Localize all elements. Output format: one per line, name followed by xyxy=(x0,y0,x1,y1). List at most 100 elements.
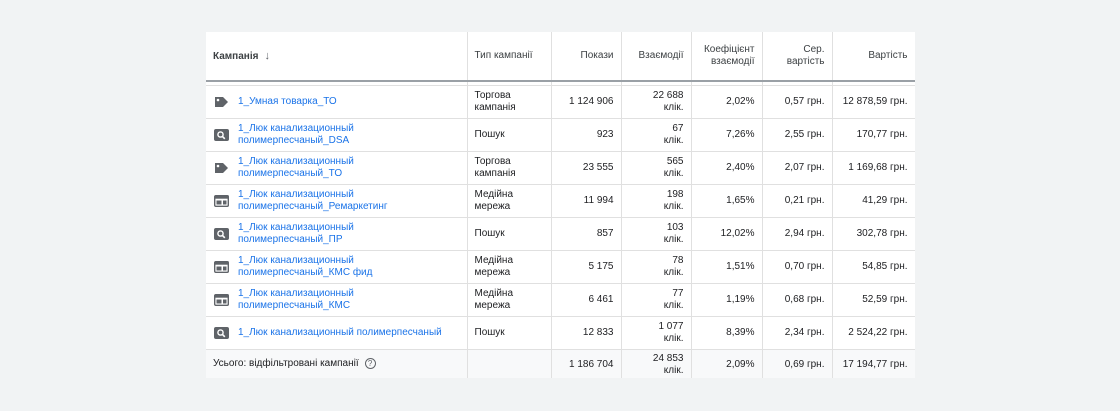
campaign-name-line1: 1_Люк канализационный xyxy=(238,122,354,134)
sort-down-icon[interactable]: ↓ xyxy=(264,49,270,62)
cell-avg-cost: 0,57 грн. xyxy=(762,85,833,119)
total-interactions-value: 24 853 xyxy=(652,352,684,364)
cell-type: Торгова кампанія xyxy=(467,85,552,119)
campaign-type-line2: мережа xyxy=(474,266,511,278)
cell-cost: 302,78 грн. xyxy=(832,217,915,251)
interactions-value: 565 xyxy=(666,155,684,167)
table-row: 1_Люк канализационный полимерпесчаный_ТО Т… xyxy=(206,151,915,185)
campaign-link[interactable]: 1_Люк канализационный полимерпесчаный_DSA xyxy=(238,123,354,147)
shopping-tag-icon xyxy=(213,95,229,108)
total-row: Усього: відфільтровані кампанії? 1 186 70… xyxy=(206,349,915,378)
cell-total-label: Усього: відфільтровані кампанії? xyxy=(206,349,468,378)
cell-cost: 52,59 грн. xyxy=(832,283,915,317)
cell-interactions: 565 клік. xyxy=(621,151,692,185)
campaign-type-line2: мережа xyxy=(474,299,511,311)
cell-impressions: 857 xyxy=(551,217,622,251)
col-header-interactions[interactable]: Взаємодії xyxy=(621,32,692,82)
campaign-type-line1: Пошук xyxy=(474,326,505,338)
campaign-link[interactable]: 1_Люк канализационный полимерпесчаный_КМС… xyxy=(238,255,372,279)
col-header-impressions-label: Покази xyxy=(580,50,614,61)
cell-interactions: 77 клік. xyxy=(621,283,692,317)
campaign-type-line1: Торгова xyxy=(474,89,511,101)
cell-avg-cost: 0,70 грн. xyxy=(762,250,833,284)
cell-impressions: 12 833 xyxy=(551,316,622,350)
col-header-avg-cost-line2: вартість xyxy=(786,56,825,67)
col-header-campaign-label: Кампанія xyxy=(213,50,259,62)
interactions-value: 78 xyxy=(672,254,684,266)
cell-total-avg-cost: 0,69 грн. xyxy=(762,349,833,378)
campaigns-table-card: Кампанія ↓ Тип кампанії Покази Взаємодії … xyxy=(206,32,915,378)
table-row: 1_Люк канализационный полимерпесчаный Пош… xyxy=(206,316,915,350)
campaign-name-line2: полимерпесчаный_Ремаркетинг xyxy=(238,200,388,212)
cell-total-type xyxy=(467,349,552,378)
col-header-avg-cost-line1: Сер. xyxy=(803,44,825,55)
campaign-link[interactable]: 1_Умная товарка_ТО xyxy=(238,96,337,108)
cell-interactions: 198 клік. xyxy=(621,184,692,218)
campaign-link[interactable]: 1_Люк канализационный полимерпесчаный_ПР xyxy=(238,222,354,246)
cell-campaign: 1_Люк канализационный полимерпесчаный_ТО xyxy=(206,151,468,185)
campaign-link[interactable]: 1_Люк канализационный полимерпесчаный_ТО xyxy=(238,156,354,180)
col-header-interaction-rate-line1: Коефіцієнт xyxy=(703,44,755,55)
cell-impressions: 5 175 xyxy=(551,250,622,284)
interactions-value: 67 xyxy=(672,122,684,134)
campaign-link[interactable]: 1_Люк канализационный полимерпесчаный xyxy=(238,327,442,339)
cell-type: Медійна мережа xyxy=(467,184,552,218)
cell-avg-cost: 2,55 грн. xyxy=(762,118,833,152)
col-header-avg-cost[interactable]: Сер. вартість xyxy=(762,32,833,82)
campaign-type-line2: мережа xyxy=(474,200,511,212)
cell-campaign: 1_Люк канализационный полимерпесчаный_DSA xyxy=(206,118,468,152)
cell-interactions: 67 клік. xyxy=(621,118,692,152)
cell-interaction-rate: 2,40% xyxy=(691,151,763,185)
cell-interaction-rate: 8,39% xyxy=(691,316,763,350)
cell-interactions: 22 688 клік. xyxy=(621,85,692,119)
col-header-cost[interactable]: Вартість xyxy=(832,32,915,82)
cell-avg-cost: 2,94 грн. xyxy=(762,217,833,251)
cell-campaign: 1_Умная товарка_ТО xyxy=(206,85,468,119)
col-header-campaign[interactable]: Кампанія ↓ xyxy=(206,32,468,82)
col-header-type[interactable]: Тип кампанії xyxy=(467,32,552,82)
campaign-name-line2: полимерпесчаный_КМС xyxy=(238,299,351,311)
interactions-value: 103 xyxy=(666,221,684,233)
cell-interaction-rate: 1,65% xyxy=(691,184,763,218)
help-icon[interactable]: ? xyxy=(364,358,376,370)
cell-interaction-rate: 7,26% xyxy=(691,118,763,152)
cell-campaign: 1_Люк канализационный полимерпесчаный_Рем… xyxy=(206,184,468,218)
cell-avg-cost: 0,68 грн. xyxy=(762,283,833,317)
campaign-link[interactable]: 1_Люк канализационный полимерпесчаный_Рем… xyxy=(238,189,388,213)
campaign-link[interactable]: 1_Люк канализационный полимерпесчаный_КМС xyxy=(238,288,354,312)
search-icon xyxy=(213,128,229,141)
display-network-icon xyxy=(213,194,229,207)
header-row: Кампанія ↓ Тип кампанії Покази Взаємодії … xyxy=(206,32,915,82)
header-spacer-row xyxy=(206,81,915,86)
campaign-name-line2: полимерпесчаный_КМС фид xyxy=(238,266,373,278)
col-header-interactions-label: Взаємодії xyxy=(638,50,684,61)
cell-total-interactions: 24 853 клік. xyxy=(621,349,692,378)
cell-interaction-rate: 1,51% xyxy=(691,250,763,284)
cell-cost: 12 878,59 грн. xyxy=(832,85,915,119)
table-row: 1_Умная товарка_ТО Торгова кампанія 1 124 9… xyxy=(206,85,915,119)
campaign-type-line1: Медійна xyxy=(474,254,514,266)
interactions-value: 77 xyxy=(672,287,684,299)
interactions-unit: клік. xyxy=(663,101,684,113)
campaign-name-line1: 1_Люк канализационный полимерпесчаный xyxy=(238,326,442,338)
cell-avg-cost: 0,21 грн. xyxy=(762,184,833,218)
interactions-unit: клік. xyxy=(663,233,684,245)
cell-total-rate: 2,09% xyxy=(691,349,763,378)
cell-total-impressions: 1 186 704 xyxy=(551,349,622,378)
cell-interaction-rate: 1,19% xyxy=(691,283,763,317)
table-row: 1_Люк канализационный полимерпесчаный_КМС… xyxy=(206,250,915,284)
campaign-type-line2: кампанія xyxy=(474,101,516,113)
col-header-impressions[interactable]: Покази xyxy=(551,32,622,82)
col-header-interaction-rate[interactable]: Коефіцієнт взаємодії xyxy=(691,32,763,82)
campaigns-table: Кампанія ↓ Тип кампанії Покази Взаємодії … xyxy=(206,32,915,378)
campaign-type-line1: Торгова xyxy=(474,155,511,167)
cell-interactions: 1 077 клік. xyxy=(621,316,692,350)
campaign-type-line2: кампанія xyxy=(474,167,516,179)
campaign-name-line2: полимерпесчаный_DSA xyxy=(238,134,350,146)
cell-campaign: 1_Люк канализационный полимерпесчаный_ПР xyxy=(206,217,468,251)
interactions-unit: клік. xyxy=(663,200,684,212)
campaign-name-line1: 1_Люк канализационный xyxy=(238,188,354,200)
campaign-type-line1: Медійна xyxy=(474,287,514,299)
cell-total-cost: 17 194,77 грн. xyxy=(832,349,915,378)
total-label: Усього: відфільтровані кампанії xyxy=(213,358,359,370)
